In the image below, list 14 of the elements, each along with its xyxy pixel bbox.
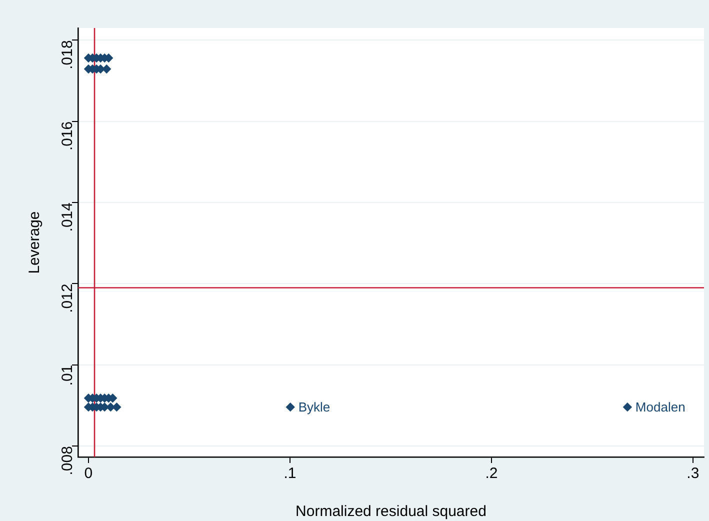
y-tick-label: .018 — [59, 40, 76, 70]
y-tick-label: .008 — [59, 446, 76, 476]
x-tick-label: .2 — [485, 465, 498, 482]
annotation: Bykle — [298, 400, 330, 415]
x-axis-title: Normalized residual squared — [296, 503, 486, 520]
annotation: Modalen — [635, 400, 686, 415]
y-tick-label: .014 — [59, 202, 76, 232]
y-tick-label: .016 — [59, 121, 76, 151]
y-tick-label: .012 — [59, 284, 76, 313]
y-tick-label: .01 — [59, 364, 76, 386]
y-axis-title: Leverage — [26, 211, 44, 274]
x-tick-label: .1 — [284, 465, 296, 482]
x-tick-label: 0 — [84, 465, 93, 482]
x-tick-label: .3 — [686, 465, 700, 482]
